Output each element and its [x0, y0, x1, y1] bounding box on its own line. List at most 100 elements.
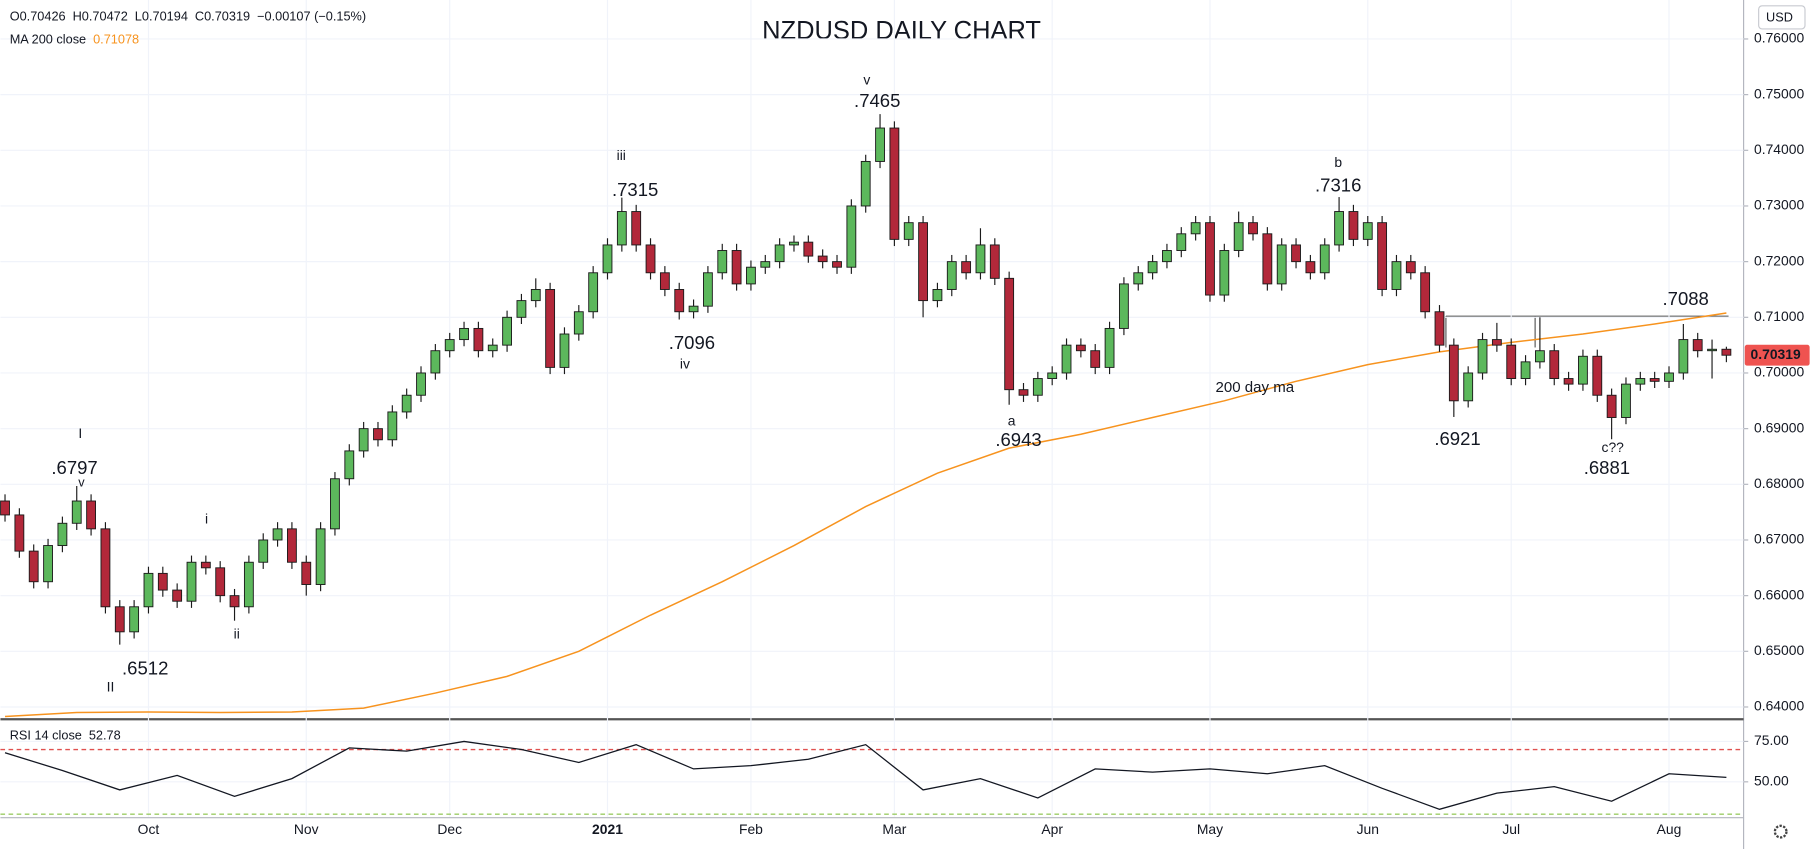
x-tick-label: Oct: [138, 821, 160, 837]
y-tick-label: 0.76000: [1754, 30, 1804, 46]
wave-annotation: .7096: [669, 332, 715, 353]
candle-body: [1291, 244, 1301, 263]
candle-body: [1678, 339, 1689, 374]
wave-annotation: ii: [234, 625, 240, 641]
candle-body: [1377, 222, 1388, 290]
candle-body: [1405, 261, 1416, 274]
y-tick-label: 0.72000: [1754, 252, 1804, 268]
candle-body: [1635, 378, 1646, 385]
candle-body: [1319, 244, 1330, 274]
candle-body: [631, 211, 642, 246]
ohlc-change: −0.00107 (−0.15%): [257, 9, 366, 24]
ohlc-value: 0.70319: [204, 9, 250, 24]
ma-legend: MA 200 close 0.71078: [10, 32, 139, 47]
candle-body: [473, 327, 484, 352]
candle-body: [1133, 272, 1144, 285]
candle-body: [674, 289, 685, 313]
candle-body: [1205, 222, 1215, 296]
candle-body: [330, 478, 340, 530]
x-tick-label: Nov: [294, 821, 319, 837]
candle-body: [932, 289, 943, 302]
candle-body: [530, 289, 541, 302]
candle-body: [1534, 350, 1545, 363]
candle-body: [573, 311, 584, 335]
candle-body: [616, 211, 627, 246]
candle-body: [1506, 344, 1517, 380]
candle-body: [1563, 378, 1574, 385]
candle-body: [1219, 250, 1230, 296]
candle-body: [1549, 350, 1560, 380]
candle-body: [1118, 283, 1129, 329]
candle-body: [703, 272, 713, 307]
wave-annotation: v: [78, 474, 85, 489]
candle-body: [1692, 339, 1703, 352]
candle-body: [1664, 372, 1674, 382]
candle-body: [100, 528, 111, 608]
wave-annotation: .6943: [995, 429, 1041, 450]
candle-body: [846, 205, 857, 268]
ohlc-value: 0.70426: [20, 9, 66, 24]
candle-body: [1162, 250, 1172, 263]
candle-body: [114, 606, 125, 633]
candle-body: [516, 300, 527, 318]
x-tick-label: 2021: [592, 821, 623, 837]
price-tag-label: 0.70319: [1751, 346, 1801, 362]
wave-annotation: .7088: [1663, 288, 1709, 309]
candle-body: [1420, 272, 1431, 313]
candle-body: [258, 539, 269, 563]
candle-body: [1491, 339, 1502, 346]
candle-body: [143, 572, 154, 608]
candle-body: [688, 305, 699, 313]
wave-annotation: c??: [1602, 439, 1625, 455]
x-tick-label: Apr: [1041, 821, 1063, 837]
y-tick-label: 0.69000: [1754, 419, 1804, 435]
candle-body: [1348, 211, 1359, 240]
candle-body: [200, 561, 211, 569]
candle-body: [1606, 394, 1617, 418]
settings-icon[interactable]: [1773, 824, 1788, 839]
candle-body: [975, 244, 986, 274]
y-tick-label: 0.70000: [1754, 364, 1804, 380]
candle-body: [1018, 389, 1029, 396]
candle-body: [1233, 222, 1244, 251]
wave-annotation: .7315: [612, 179, 658, 200]
candle-body: [301, 561, 312, 585]
candle-body: [961, 261, 972, 274]
candle-body: [645, 244, 656, 274]
candle-body: [1477, 339, 1488, 374]
candle-body: [459, 327, 469, 341]
currency-button[interactable]: [1758, 5, 1806, 30]
candle-body: [43, 545, 53, 583]
rsi-legend: RSI 14 close 52.78: [10, 728, 121, 743]
candle-body: [875, 127, 885, 162]
wave-annotation: I: [78, 425, 82, 441]
candle-body: [1032, 378, 1043, 396]
candle-body: [545, 289, 556, 368]
y-tick-label: 0.68000: [1754, 475, 1804, 491]
ohlc-key: H: [73, 9, 82, 24]
ma-legend-value: 0.71078: [93, 32, 139, 47]
candle-body: [731, 250, 742, 285]
y-tick-label: 0.73000: [1754, 197, 1804, 213]
y-tick-label: 0.66000: [1754, 586, 1804, 602]
candle-body: [186, 561, 197, 602]
candle-body: [1334, 211, 1344, 246]
price-tag: [1744, 344, 1810, 366]
candle-body: [315, 528, 326, 585]
y-tick-label: 0.67000: [1754, 531, 1804, 547]
candle-body: [373, 428, 383, 441]
candle-body: [717, 250, 728, 274]
ohlc-key: C: [195, 9, 204, 24]
candle-body: [559, 333, 570, 368]
wave-annotation: i: [205, 511, 208, 527]
currency-label[interactable]: USD: [1766, 9, 1793, 24]
candle-body: [903, 222, 914, 240]
candle-body: [1248, 222, 1258, 235]
x-tick-label: Dec: [437, 821, 462, 837]
x-tick-label: Aug: [1657, 821, 1682, 837]
wave-annotation: .6512: [122, 657, 168, 678]
candle-body: [832, 261, 842, 268]
candle-body: [1004, 277, 1015, 391]
wave-annotation: .6881: [1584, 457, 1630, 478]
